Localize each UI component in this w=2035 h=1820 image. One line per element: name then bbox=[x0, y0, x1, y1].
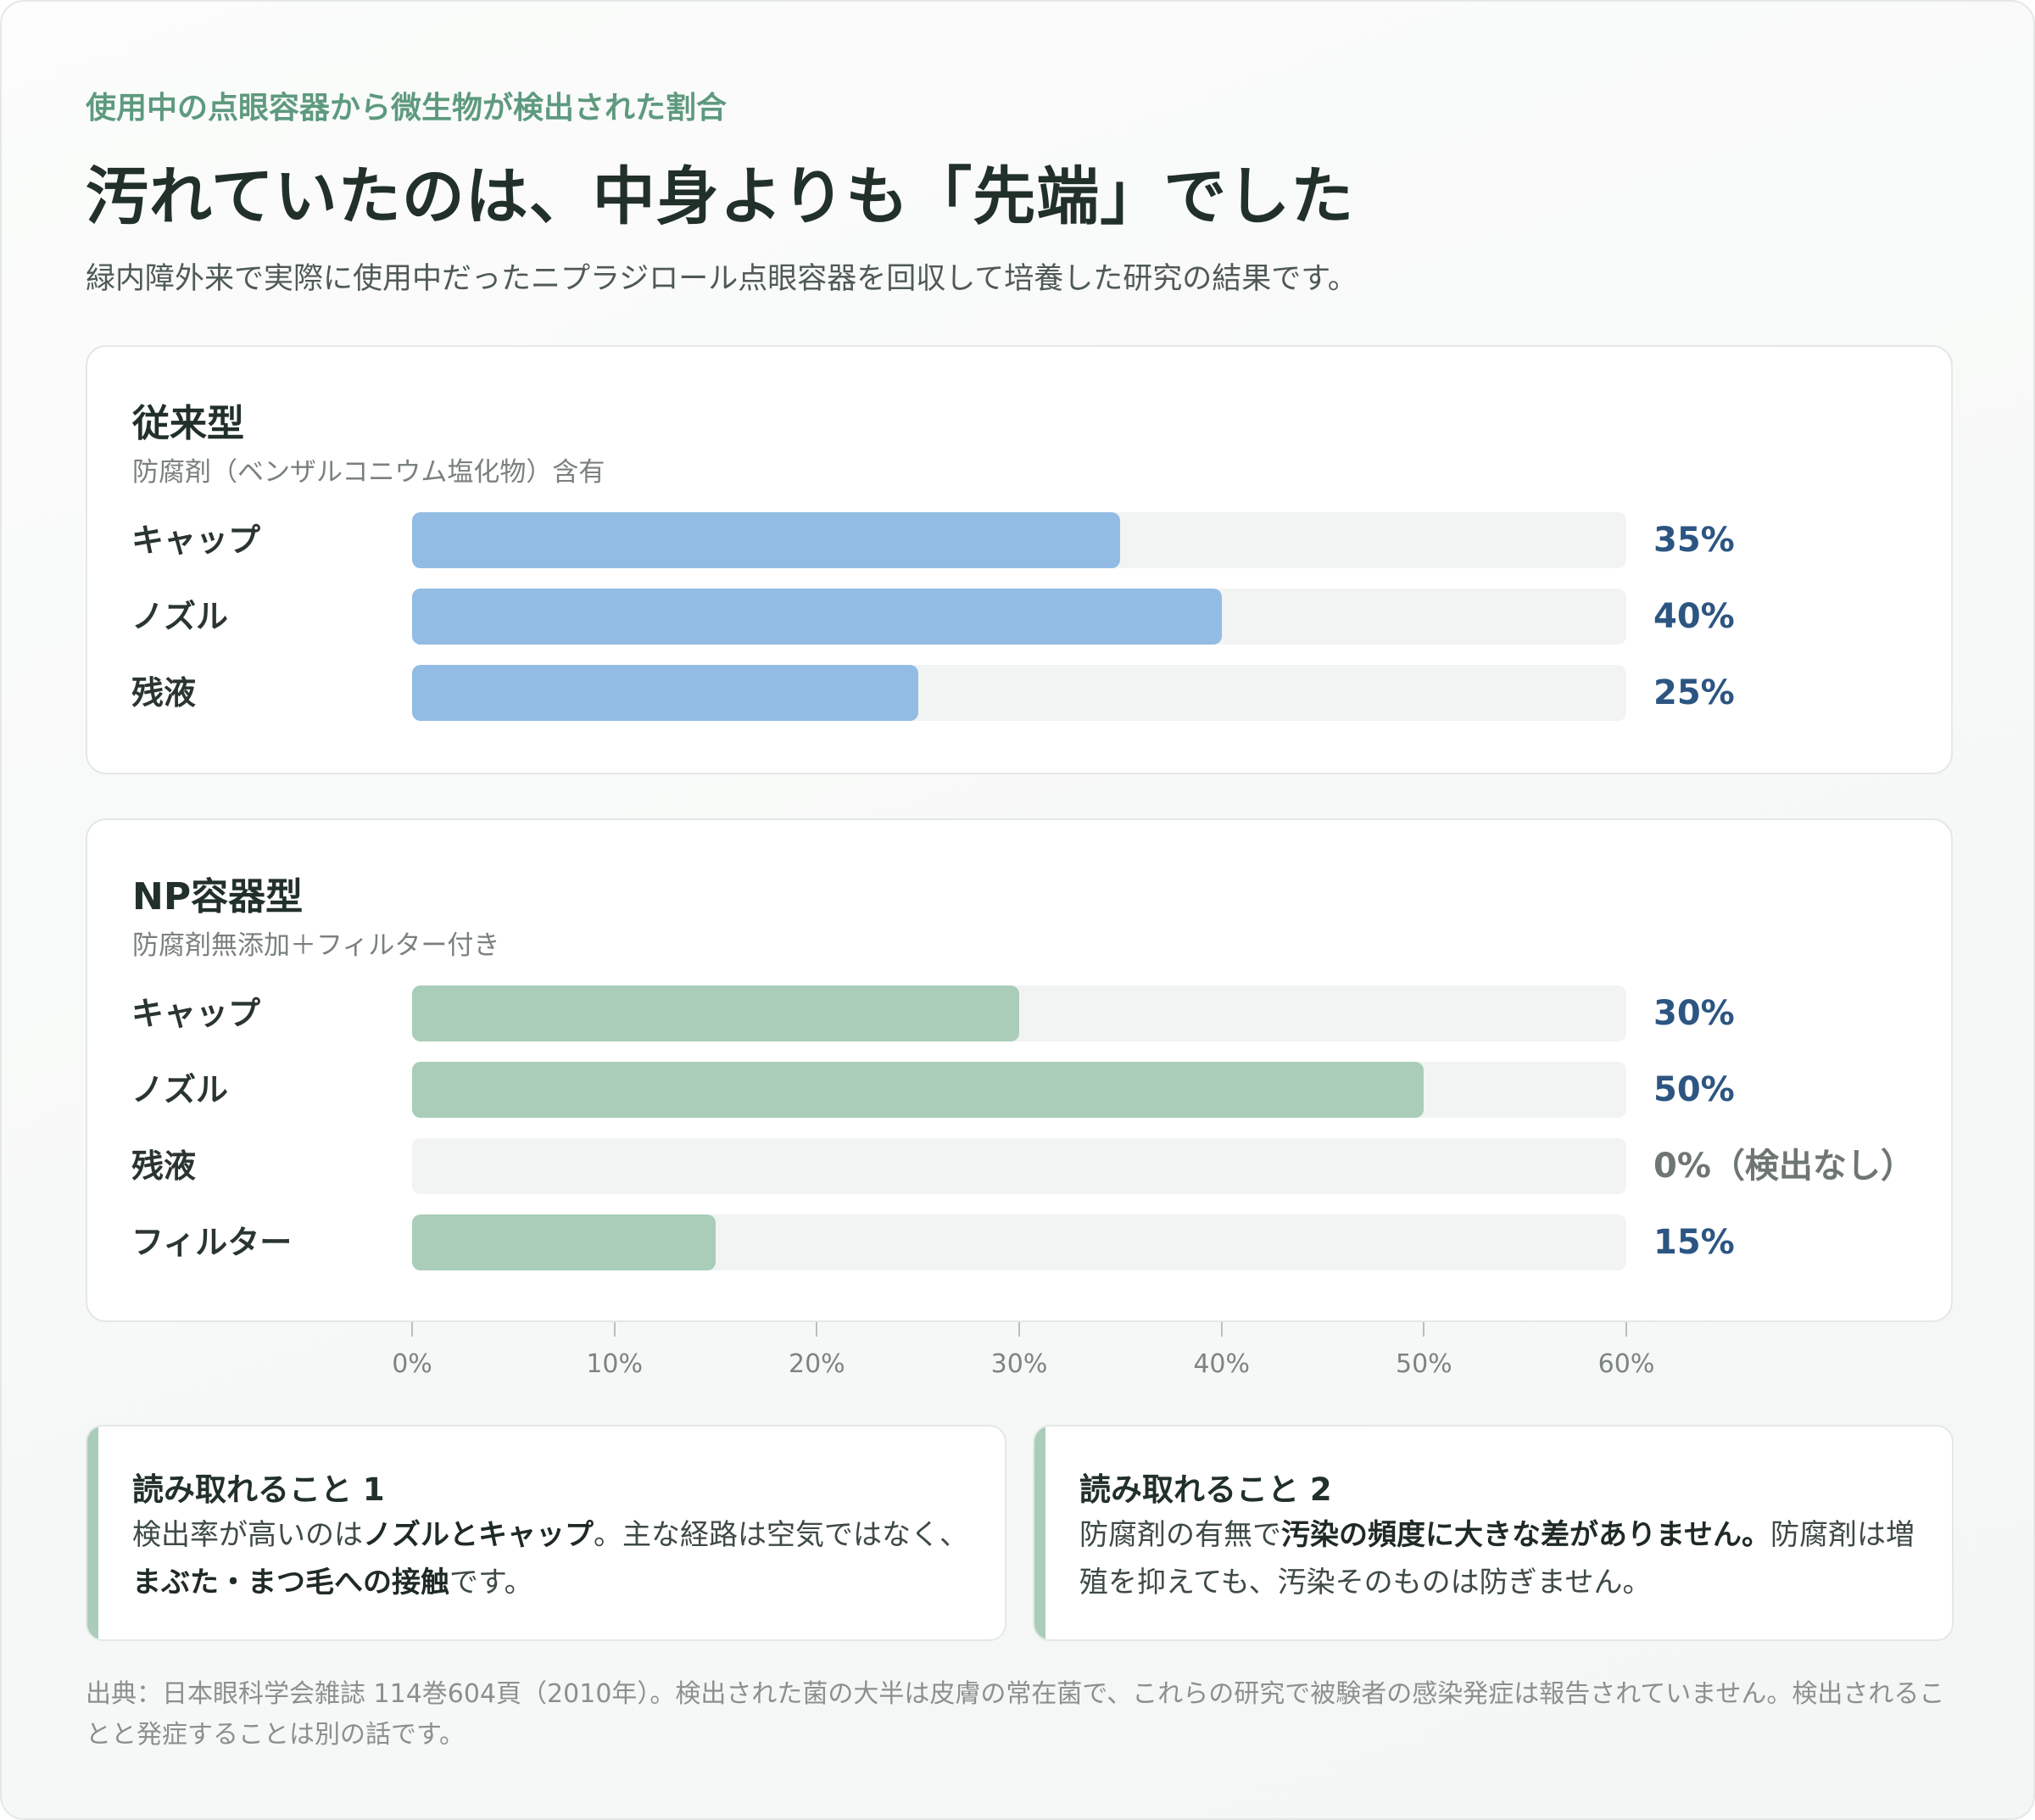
bar-track bbox=[412, 665, 1626, 721]
bar-value-label: 30% bbox=[1653, 994, 1735, 1033]
insight-body: 検出率が高いのはノズルとキャップ。主な経路は空気ではなく、まぶた・まつ毛への接触… bbox=[132, 1511, 980, 1606]
panel-title: NP容器型 bbox=[132, 875, 304, 918]
bar-track bbox=[412, 589, 1626, 645]
x-tick-mark bbox=[1423, 1322, 1425, 1337]
bar-category-label: フィルター bbox=[131, 1224, 293, 1261]
insight-card-1: 読み取れること 1 検出率が高いのはノズルとキャップ。主な経路は空気ではなく、ま… bbox=[86, 1425, 1006, 1641]
insight-title: 読み取れること 2 bbox=[1079, 1471, 1332, 1508]
bar-value-label: 25% bbox=[1653, 673, 1735, 712]
bar-value-label: 50% bbox=[1653, 1070, 1735, 1109]
x-tick-mark bbox=[411, 1322, 413, 1337]
bar bbox=[412, 1214, 716, 1270]
x-tick-label: 10% bbox=[586, 1349, 643, 1379]
x-tick-label: 0% bbox=[392, 1349, 432, 1379]
x-tick-label: 60% bbox=[1597, 1349, 1655, 1379]
bar-category-label: 残液 bbox=[131, 674, 197, 712]
bar bbox=[412, 512, 1121, 568]
bar-value-label: 40% bbox=[1653, 597, 1735, 636]
x-tick-label: 20% bbox=[788, 1349, 845, 1379]
insight-text: 防腐剤の有無で bbox=[1079, 1518, 1281, 1552]
bar-track bbox=[412, 1214, 1626, 1270]
eyebrow: 使用中の点眼容器から微生物が検出された割合 bbox=[86, 91, 728, 126]
insight-text: 防腐剤は増殖を抑えても、汚染そのものは防ぎません。 bbox=[1079, 1518, 1915, 1599]
insight-text: です。 bbox=[449, 1566, 533, 1599]
panel-subtitle: 防腐剤無添加＋フィルター付き bbox=[132, 930, 500, 961]
bar-track bbox=[412, 1062, 1626, 1118]
bar-value-label: 0%（検出なし） bbox=[1653, 1147, 1915, 1186]
insight-emphasis: 汚染の頻度に大きな差がありません。 bbox=[1281, 1518, 1770, 1552]
panel-subtitle: 防腐剤（ベンザルコニウム塩化物）含有 bbox=[132, 457, 605, 488]
x-tick-mark bbox=[1018, 1322, 1020, 1337]
bar-track bbox=[412, 985, 1626, 1041]
bar-category-label: ノズル bbox=[131, 598, 229, 635]
bar-value-label: 35% bbox=[1653, 521, 1735, 560]
x-tick-label: 40% bbox=[1193, 1349, 1250, 1379]
insight-emphasis: まぶた・まつ毛への接触 bbox=[132, 1566, 449, 1599]
insight-emphasis: ノズルとキャップ bbox=[363, 1518, 594, 1552]
bar bbox=[412, 1062, 1424, 1118]
x-tick-mark bbox=[1220, 1322, 1223, 1337]
insight-card-2: 読み取れること 2 防腐剤の有無で汚染の頻度に大きな差がありません。防腐剤は増殖… bbox=[1033, 1425, 1954, 1641]
x-tick-mark bbox=[1625, 1322, 1627, 1337]
bar-value-label: 15% bbox=[1653, 1223, 1735, 1262]
bar-category-label: キャップ bbox=[131, 522, 261, 559]
x-tick-mark bbox=[613, 1322, 616, 1337]
panel-title: 従来型 bbox=[132, 402, 244, 445]
lead-text: 緑内障外来で実際に使用中だったニプラジロール点眼容器を回収して培養した研究の結果… bbox=[86, 262, 1358, 296]
x-tick-mark bbox=[816, 1322, 818, 1337]
page-title: 汚れていたのは、中身よりも「先端」でした bbox=[86, 160, 1355, 233]
bar-category-label: 残液 bbox=[131, 1147, 197, 1185]
bar bbox=[412, 985, 1019, 1041]
source-note: 出典：日本眼科学会雑誌 114巻604頁（2010年）。検出された菌の大半は皮膚… bbox=[86, 1679, 1945, 1750]
insight-accent bbox=[87, 1426, 98, 1639]
insight-body: 防腐剤の有無で汚染の頻度に大きな差がありません。防腐剤は増殖を抑えても、汚染その… bbox=[1079, 1511, 1927, 1606]
bar-track bbox=[412, 512, 1626, 568]
bar bbox=[412, 589, 1222, 645]
x-tick-label: 50% bbox=[1395, 1349, 1452, 1379]
insight-text: 。主な経路は空気ではなく、 bbox=[594, 1518, 968, 1552]
bar-category-label: ノズル bbox=[131, 1071, 229, 1108]
bar-category-label: キャップ bbox=[131, 995, 261, 1032]
insight-text: 検出率が高いのは bbox=[132, 1518, 363, 1552]
insight-title: 読み取れること 1 bbox=[132, 1471, 385, 1508]
x-tick-label: 30% bbox=[990, 1349, 1048, 1379]
x-axis: 0% 10% 20% 30% 40% 50% 60% bbox=[2, 1320, 2035, 1388]
bar bbox=[412, 665, 918, 721]
bar-track bbox=[412, 1138, 1626, 1194]
insight-accent bbox=[1034, 1426, 1045, 1639]
